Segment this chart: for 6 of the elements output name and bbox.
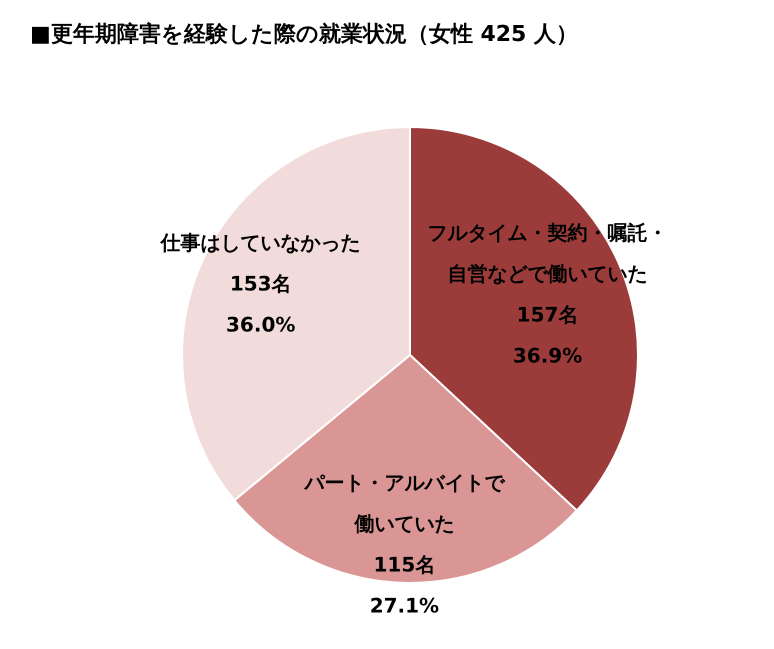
data-label: 115名 27.1%	[370, 552, 440, 618]
chart-title: ■更年期障害を経験した際の就業状況（女性 425 人）	[30, 21, 578, 47]
slice-label: パート・アルバイトで働いていた	[303, 470, 506, 536]
data-label: 153名 36.0%	[226, 272, 296, 337]
data-label: 157名 36.9%	[512, 302, 582, 368]
slice-label: 仕事はしていなかった	[160, 230, 361, 255]
